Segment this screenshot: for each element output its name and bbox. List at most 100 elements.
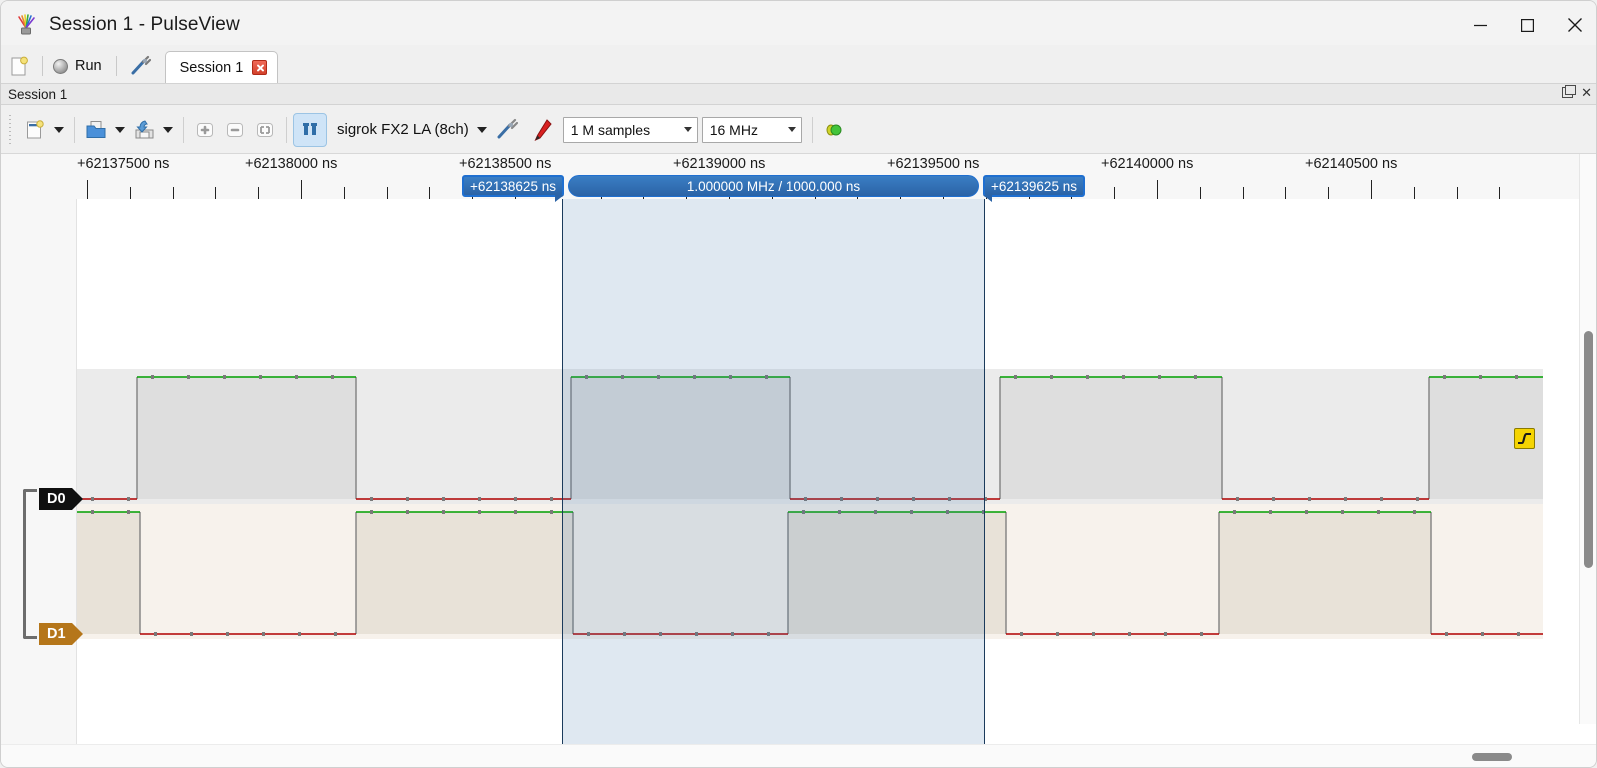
- trace-line-D1: [77, 511, 1543, 635]
- ruler-minor-tick: [386, 187, 388, 199]
- cursors-icon: [303, 122, 317, 135]
- trace-line-D0: [77, 376, 1543, 500]
- ruler-minor-tick: [1456, 187, 1458, 199]
- channel-group-bracket: [23, 489, 37, 639]
- window-title: Session 1 - PulseView: [49, 14, 240, 35]
- dock-title-label: Session 1: [8, 86, 68, 102]
- ruler-minor-tick: [1114, 187, 1116, 199]
- cursor-flag-right[interactable]: +62139625 ns: [983, 175, 1085, 202]
- sample-count-value: 1 M samples: [570, 121, 651, 138]
- toolbar-grip[interactable]: [6, 114, 16, 145]
- sample-rate-combo[interactable]: 16 MHz: [701, 116, 802, 143]
- ruler-minor-tick: [1413, 187, 1415, 199]
- vertical-scrollbar-thumb[interactable]: [1584, 331, 1593, 568]
- ruler-minor-tick: [1285, 187, 1287, 199]
- tab-label: Session 1: [179, 59, 244, 76]
- cursor-span-label[interactable]: 1.000000 MHz / 1000.000 ns: [568, 175, 979, 197]
- dock-buttons: ✕: [1562, 85, 1592, 100]
- open-dropdown-icon[interactable]: [111, 115, 129, 145]
- run-button[interactable]: Run: [47, 49, 112, 83]
- ruler-minor-tick: [258, 187, 260, 199]
- vertical-scrollbar[interactable]: [1579, 154, 1596, 724]
- minimize-button[interactable]: [1457, 1, 1504, 49]
- ruler-minor-tick: [172, 187, 174, 199]
- trace-fill-D0: [137, 377, 1543, 499]
- waveform-canvas[interactable]: [77, 199, 1543, 746]
- status-led-icon: [819, 115, 849, 145]
- toolbar-separator: [74, 116, 75, 143]
- ruler-major-tick: [1371, 180, 1372, 199]
- horizontal-scrollbar[interactable]: [1, 744, 1596, 767]
- zoom-out-button[interactable]: [220, 115, 250, 145]
- toolbar-separator: [115, 56, 117, 76]
- show-cursors-toggle[interactable]: [293, 112, 327, 147]
- new-file-button[interactable]: [20, 115, 50, 145]
- badge-pointer: [71, 488, 83, 510]
- zoom-fit-button[interactable]: [250, 115, 280, 145]
- cursor-flag-left[interactable]: +62138625 ns: [462, 175, 564, 202]
- toolbar-separator: [811, 116, 813, 143]
- device-selector-label[interactable]: sigrok FX2 LA (8ch): [337, 121, 469, 138]
- trace-fill-D1: [77, 512, 1431, 634]
- save-dropdown-icon[interactable]: [159, 115, 177, 145]
- new-session-button[interactable]: [1, 49, 38, 83]
- channel-badge-d0[interactable]: D0: [39, 488, 83, 510]
- ruler-minor-tick: [1199, 187, 1201, 199]
- run-status-dot-icon: [53, 58, 68, 74]
- trace-view: +62137500 ns +62138000 ns +62138500 ns +621…: [1, 154, 1596, 746]
- chevron-down-icon: [683, 127, 692, 132]
- sample-count-combo[interactable]: 1 M samples: [562, 116, 698, 143]
- ruler-time-label: +62139500 ns: [887, 156, 980, 172]
- chevron-down-icon: [787, 127, 796, 132]
- ruler-time-label: +62139000 ns: [673, 156, 766, 172]
- sample-rate-value: 16 MHz: [709, 121, 758, 138]
- badge-pointer: [71, 623, 83, 645]
- session-tab-strip: Run Session 1: [1, 45, 1596, 83]
- rising-edge-trigger-icon[interactable]: [1514, 428, 1535, 449]
- tab-session-1[interactable]: Session 1: [164, 51, 279, 83]
- save-button[interactable]: [129, 115, 159, 145]
- window-controls: [1457, 1, 1596, 49]
- float-icon[interactable]: [1562, 85, 1577, 98]
- maximize-button[interactable]: [1504, 1, 1551, 49]
- ruler-time-label: +62140500 ns: [1305, 156, 1398, 172]
- channel-label-d0: D0: [47, 491, 66, 507]
- trigger-pen-button[interactable]: [527, 115, 557, 145]
- ruler-minor-tick: [343, 187, 345, 199]
- device-config-button[interactable]: [491, 115, 521, 145]
- title-bar: Session 1 - PulseView: [1, 1, 1596, 49]
- ruler-time-label: +62138500 ns: [459, 156, 552, 172]
- ruler-major-tick: [87, 180, 88, 199]
- device-dropdown-icon[interactable]: [473, 115, 491, 145]
- new-file-dropdown-icon[interactable]: [50, 115, 68, 145]
- open-folder-button[interactable]: [81, 115, 111, 145]
- sigrok-logo-icon: [15, 14, 37, 36]
- ruler-major-tick: [1157, 180, 1158, 199]
- close-icon[interactable]: ✕: [1581, 85, 1592, 100]
- logic-waveforms: [77, 375, 1543, 636]
- trace-edges-D1: [139, 512, 1432, 634]
- device-toolbar: sigrok FX2 LA (8ch) 1 M samples 16 MHz: [1, 106, 1596, 154]
- trace-sample-points-D0: [91, 375, 1518, 501]
- ruler-minor-tick: [1328, 187, 1330, 199]
- ruler-minor-tick: [129, 187, 131, 199]
- zoom-in-button[interactable]: [190, 115, 220, 145]
- trace-edges-D0: [136, 377, 1430, 499]
- close-button[interactable]: [1551, 1, 1596, 49]
- ruler-minor-tick: [215, 187, 217, 199]
- tab-close-icon[interactable]: [252, 60, 268, 75]
- channel-label-d1: D1: [47, 626, 66, 642]
- ruler-minor-tick: [429, 187, 431, 199]
- ruler-time-label: +62138000 ns: [245, 156, 338, 172]
- ruler-time-label: +62137500 ns: [77, 156, 170, 172]
- ruler-minor-tick: [1242, 187, 1244, 199]
- dock-title-bar: Session 1 ✕: [1, 83, 1596, 105]
- settings-button[interactable]: [121, 49, 159, 83]
- channel-badge-d1[interactable]: D1: [39, 623, 83, 645]
- trace-sample-points-D1: [91, 510, 1520, 636]
- run-button-label: Run: [75, 58, 102, 74]
- toolbar-separator: [183, 116, 184, 143]
- ruler-time-label: +62140000 ns: [1101, 156, 1194, 172]
- horizontal-scrollbar-thumb[interactable]: [1472, 753, 1512, 761]
